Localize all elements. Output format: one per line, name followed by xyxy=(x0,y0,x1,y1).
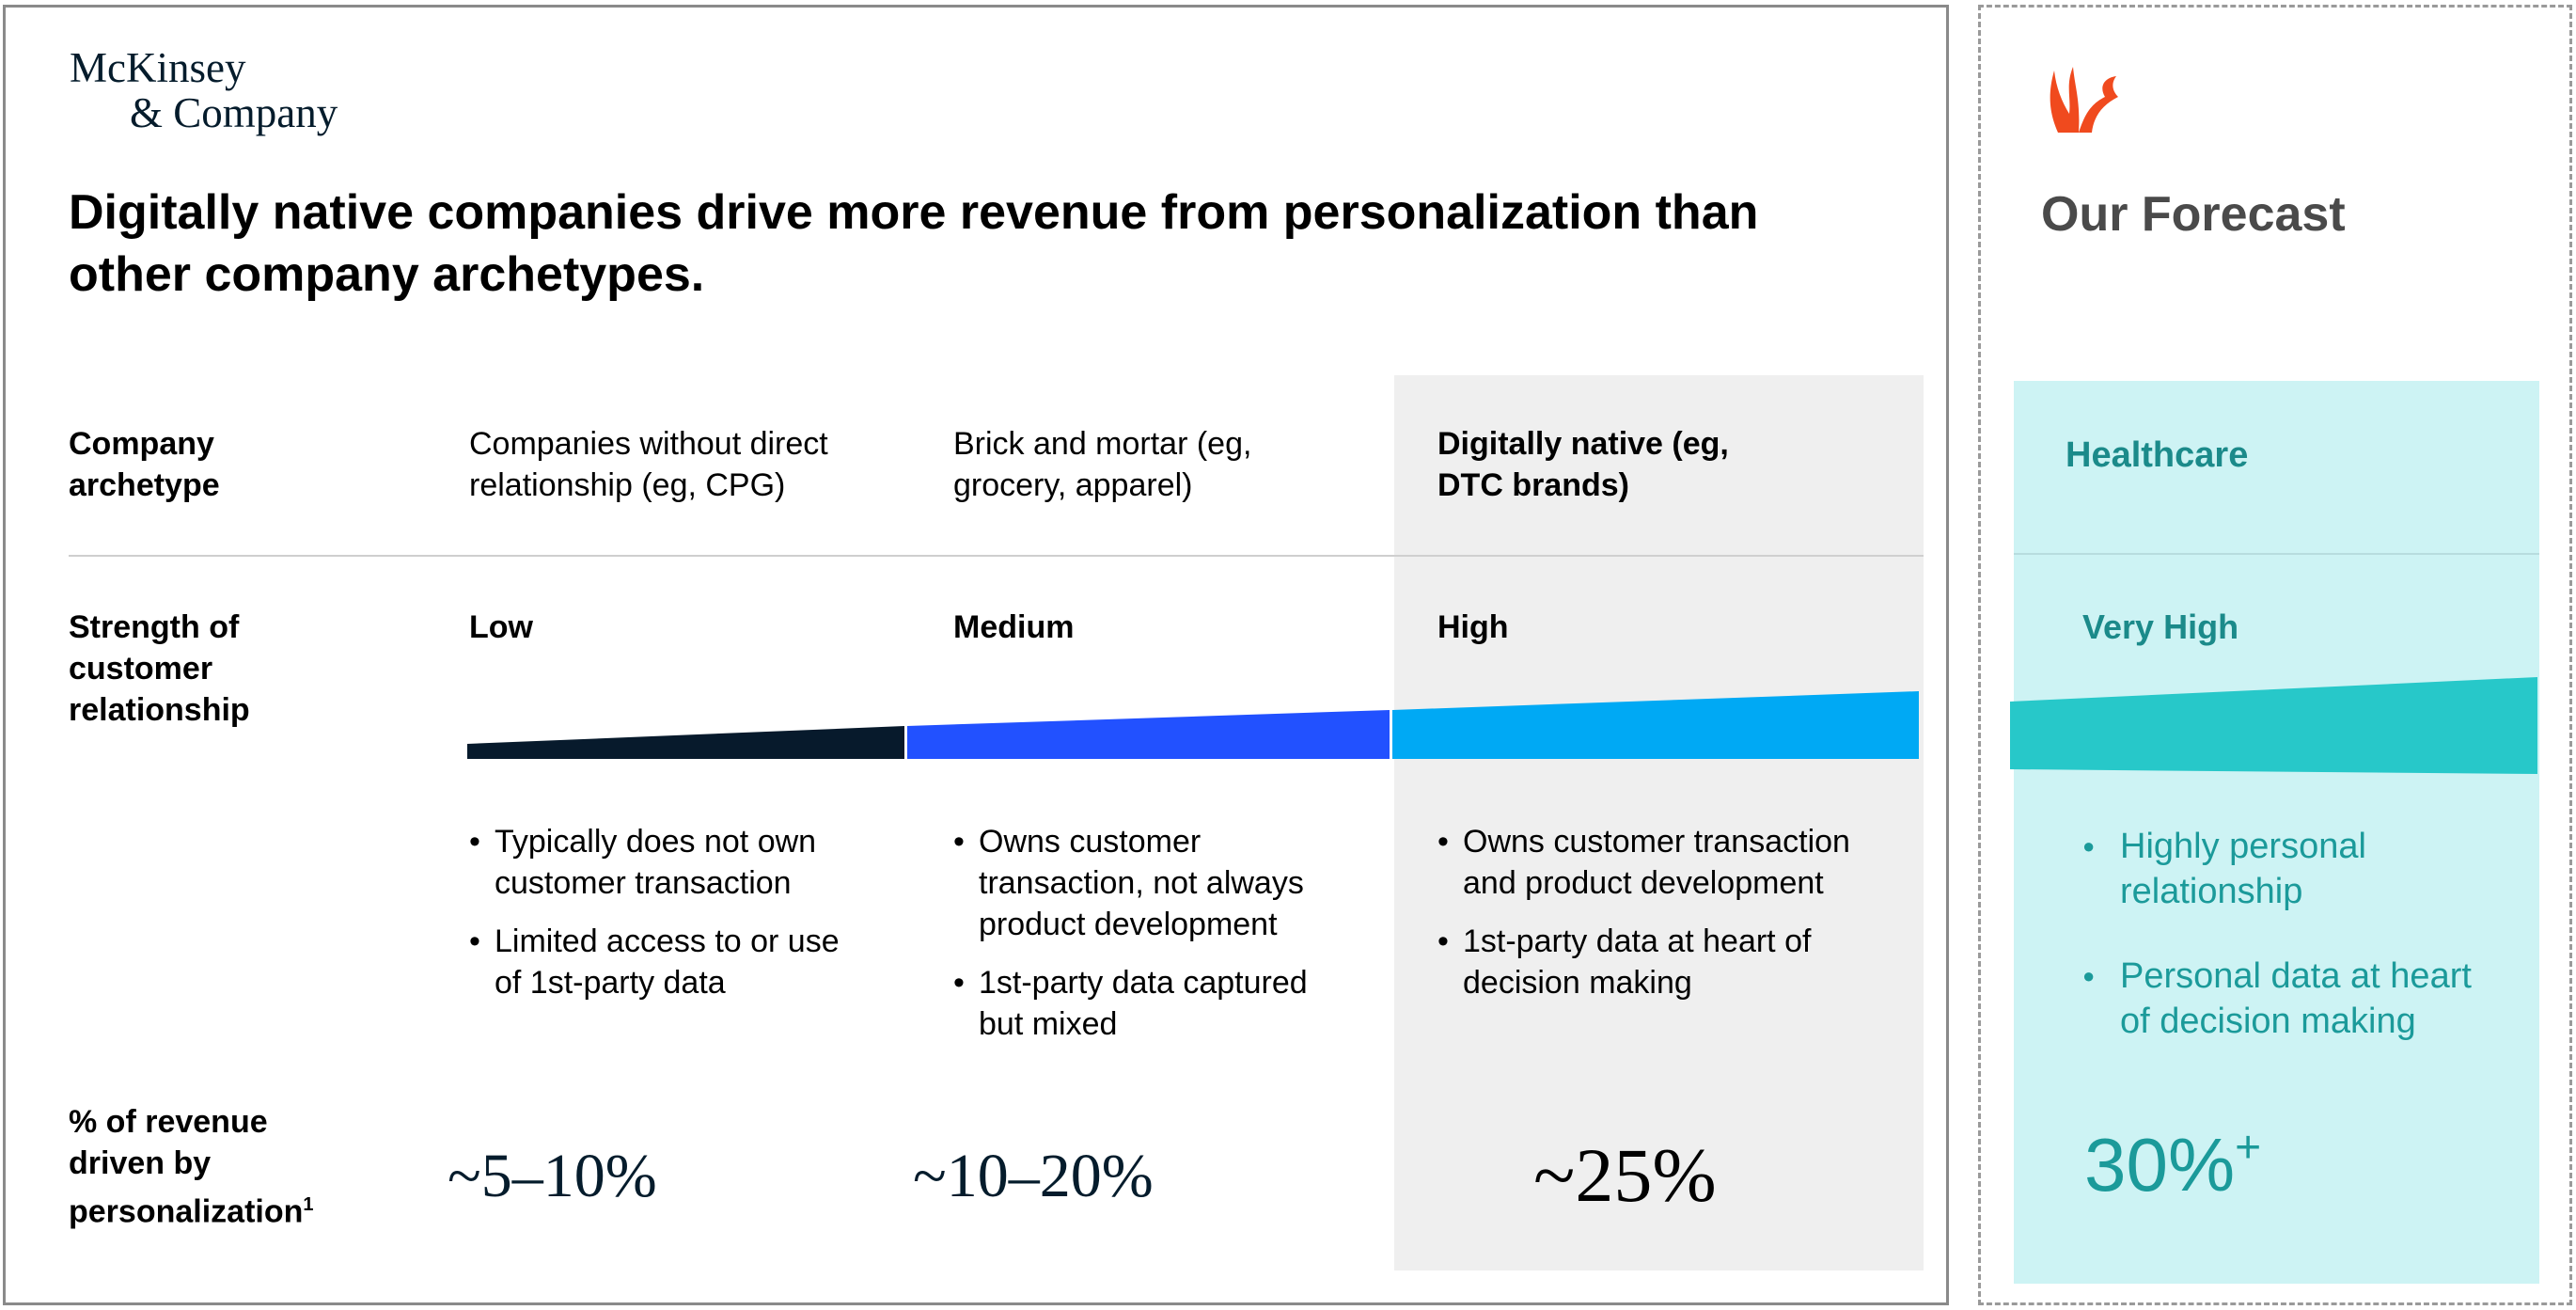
bullets-digitally-native: Owns customer transaction and product de… xyxy=(1437,821,1908,1020)
column-header-cpg: Companies without direct relationship (e… xyxy=(469,426,828,503)
forecast-title: Our Forecast xyxy=(2041,187,2346,242)
strength-high: High xyxy=(1437,609,1509,645)
flame-logo-icon xyxy=(2050,67,2118,133)
list-item: Highly personal relationship xyxy=(2082,824,2505,914)
forecast-divider xyxy=(2014,553,2539,555)
column-header-digitally-native: Digitally native (eg, DTC brands) xyxy=(1437,426,1729,503)
strength-low: Low xyxy=(469,609,533,645)
column-header-brick-mortar: Brick and mortar (eg, grocery, apparel) xyxy=(953,426,1252,503)
list-item: Owns customer transaction, not always pr… xyxy=(953,821,1339,945)
bullets-brick-mortar: Owns customer transaction, not always pr… xyxy=(953,821,1339,1062)
header-divider xyxy=(69,555,1924,557)
wedge-segment-medium xyxy=(907,710,1390,759)
forecast-bullets: Highly personal relationship Personal da… xyxy=(2082,824,2505,1083)
revenue-cpg: ~5–10% xyxy=(448,1142,657,1210)
list-item: Typically does not own customer transact… xyxy=(469,821,864,904)
forecast-revenue: 30%+ xyxy=(2084,1123,2262,1207)
list-item: 1st-party data captured but mixed xyxy=(953,962,1339,1045)
forecast-panel: Our Forecast Healthcare Very High Highly… xyxy=(1978,5,2572,1305)
revenue-brick-mortar: ~10–20% xyxy=(913,1142,1154,1210)
list-item: Owns customer transaction and product de… xyxy=(1437,821,1908,904)
forecast-sector: Healthcare xyxy=(2066,435,2249,475)
list-item: Personal data at heart of decision makin… xyxy=(2082,954,2505,1044)
row-label-strength: Strength of customer relationship xyxy=(69,609,250,728)
wedge-segment-very-high xyxy=(2010,677,2537,774)
strength-medium: Medium xyxy=(953,609,1075,645)
revenue-digitally-native: ~25% xyxy=(1533,1132,1717,1218)
list-item: Limited access to or use of 1st-party da… xyxy=(469,921,864,1003)
list-item: 1st-party data at heart of decision maki… xyxy=(1437,921,1908,1003)
forecast-strength: Very High xyxy=(2082,608,2239,646)
bullets-cpg: Typically does not own customer transact… xyxy=(469,821,864,1020)
forecast-wedge-chart xyxy=(2010,677,2537,774)
row-label-archetype: Company archetype xyxy=(69,426,220,503)
mckinsey-exhibit-panel: McKinsey & Company Digitally native comp… xyxy=(3,5,1949,1305)
wedge-segment-low xyxy=(467,726,904,759)
row-label-revenue: % of revenue driven by personalization1 xyxy=(69,1104,314,1230)
mckinsey-logo: McKinsey & Company xyxy=(70,44,338,136)
exhibit-headline: Digitally native companies drive more re… xyxy=(69,185,1759,302)
footnote-marker: 1 xyxy=(303,1194,314,1215)
wedge-segment-high xyxy=(1392,691,1919,759)
